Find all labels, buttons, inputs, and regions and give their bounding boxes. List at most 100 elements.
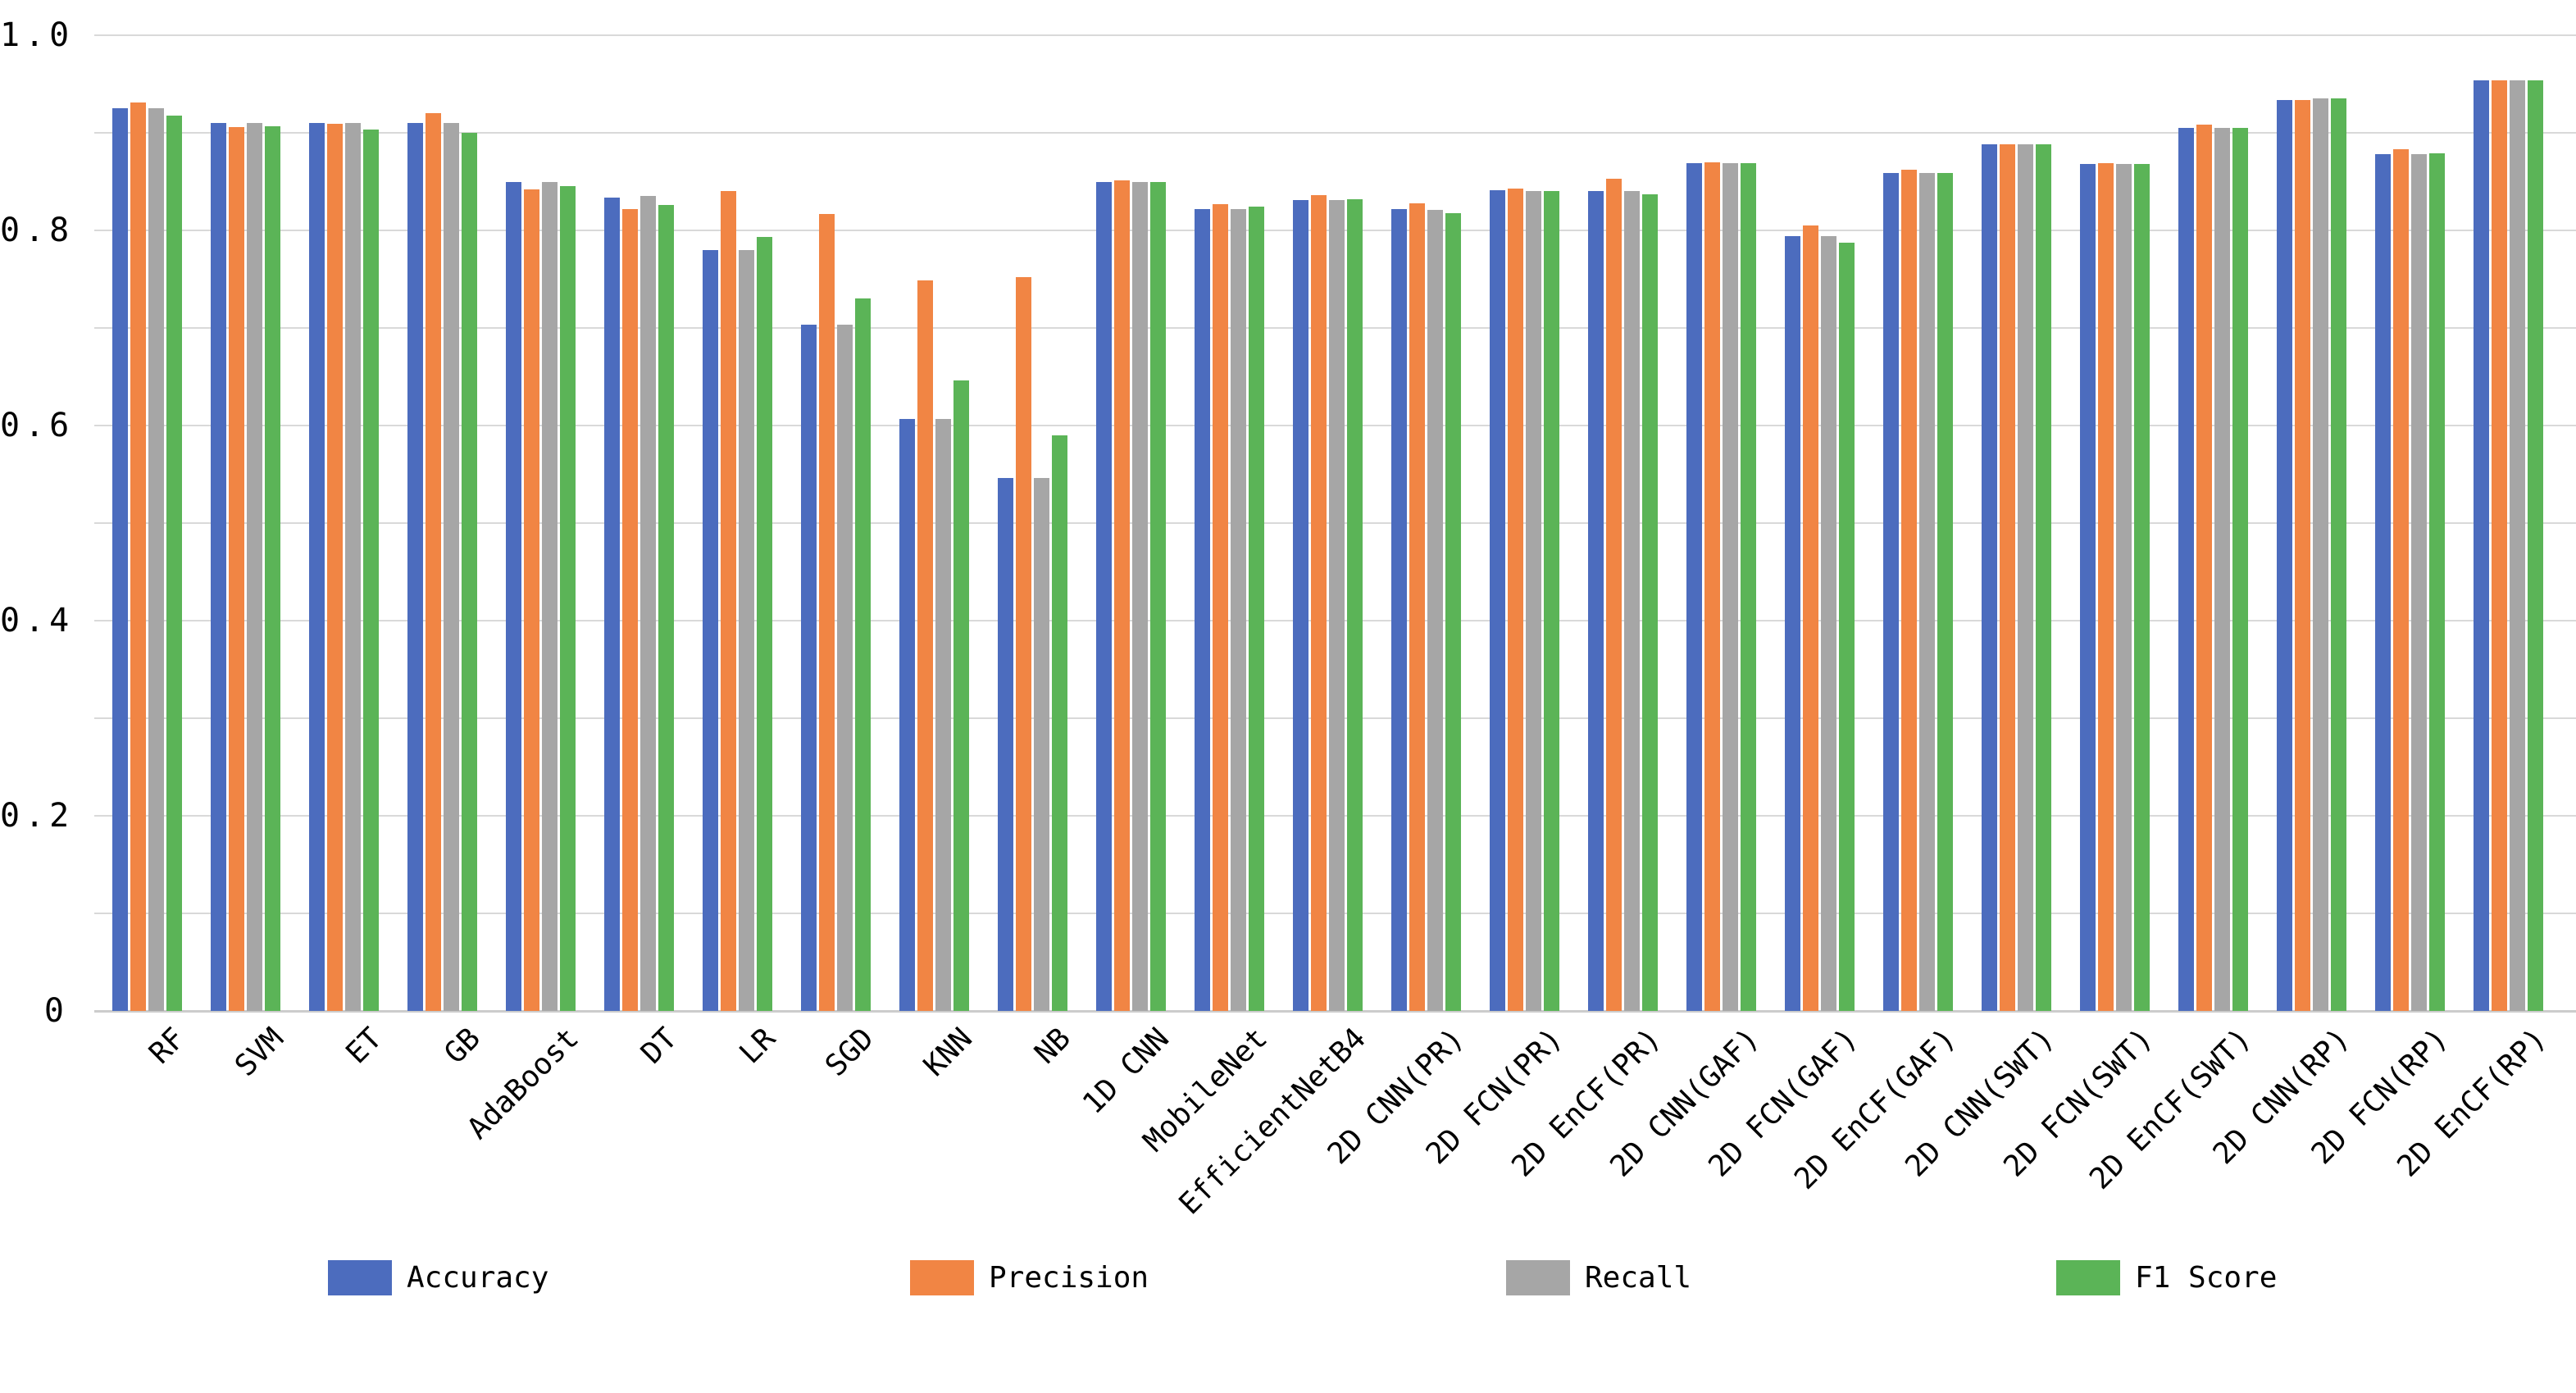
bar-accuracy	[1293, 200, 1308, 1011]
bar-precision	[1606, 178, 1622, 1011]
bar-f1-score	[1642, 193, 1658, 1011]
bar-accuracy	[1686, 162, 1702, 1011]
bar-accuracy	[309, 123, 325, 1011]
bar-precision	[622, 208, 638, 1011]
bar-recall	[247, 123, 262, 1011]
bar-accuracy	[1096, 181, 1112, 1011]
x-tick-label: 2D FCN(GAF)	[1702, 1022, 1865, 1184]
bar-f1-score	[2528, 80, 2543, 1011]
bar-recall	[542, 181, 558, 1011]
bar-f1-score	[2134, 164, 2150, 1011]
bar-recall	[640, 196, 656, 1011]
bar-f1-score	[363, 130, 379, 1011]
bar-precision	[2295, 99, 2310, 1011]
gridline	[94, 34, 2576, 36]
bar-precision	[2196, 125, 2212, 1011]
bar-accuracy	[2375, 154, 2391, 1011]
bar-recall	[1526, 191, 1541, 1011]
bar-precision	[819, 213, 835, 1011]
bar-recall	[739, 249, 754, 1011]
x-axis-line	[94, 1010, 2576, 1013]
bar-precision	[1704, 162, 1720, 1011]
legend-label: Precision	[989, 1260, 1149, 1295]
x-tick-label: MobileNet	[1137, 1022, 1275, 1159]
bar-recall	[1231, 208, 1246, 1011]
bar-f1-score	[1249, 207, 1264, 1011]
legend-swatch-icon	[1506, 1259, 1570, 1295]
x-tick-label: 2D CNN(GAF)	[1604, 1022, 1767, 1184]
legend-label: F1 Score	[2135, 1260, 2278, 1295]
x-tick-label: EfficientNetB4	[1172, 1022, 1373, 1222]
x-tick-label: SGD	[819, 1022, 881, 1083]
bar-precision	[1409, 203, 1425, 1011]
bar-accuracy	[2080, 164, 2096, 1011]
bar-accuracy	[1490, 190, 1505, 1011]
legend-swatch-icon	[2056, 1259, 2120, 1295]
y-tick-label: 0	[43, 992, 69, 1030]
bar-f1-score	[1445, 212, 1461, 1011]
bar-f1-score	[953, 380, 969, 1011]
bar-recall	[148, 108, 164, 1011]
bar-recall	[935, 418, 951, 1011]
bar-accuracy	[703, 249, 718, 1011]
bar-recall	[1034, 478, 1049, 1011]
bar-recall	[1624, 191, 1640, 1011]
bar-accuracy	[2178, 128, 2194, 1011]
bar-f1-score	[658, 205, 674, 1011]
legend-item-accuracy: Accuracy	[328, 1259, 548, 1296]
bar-precision	[2393, 149, 2409, 1011]
x-tick-label: GB	[438, 1022, 488, 1071]
x-tick-label: KNN	[917, 1022, 980, 1083]
bar-precision	[2098, 162, 2114, 1011]
bar-recall	[2510, 80, 2525, 1011]
x-tick-label: DT	[635, 1022, 685, 1071]
x-tick-label: NB	[1028, 1022, 1078, 1071]
bar-chart: 1.0 0.8 0.6 0.4 0.2 0 RF SVM ET GB AdaBoost DT LR SG…	[0, 17, 2576, 1296]
bar-recall	[444, 123, 459, 1011]
y-tick-label: 0.8	[0, 212, 75, 249]
bar-f1-score	[1937, 172, 1953, 1011]
bar-precision	[1114, 180, 1130, 1011]
bar-accuracy	[112, 108, 128, 1011]
bar-f1-score	[757, 237, 772, 1011]
bar-precision	[229, 126, 244, 1011]
x-tick-label: 1D CNN	[1076, 1022, 1176, 1121]
x-tick-label: LR	[733, 1022, 783, 1071]
x-tick-label: 2D FCN(SWT)	[1997, 1022, 2160, 1184]
bar-f1-score	[2429, 153, 2445, 1011]
bar-accuracy	[998, 478, 1013, 1011]
x-tick-label: 2D EnCF(RP)	[2391, 1022, 2554, 1184]
bar-precision	[721, 191, 736, 1011]
bar-f1-score	[462, 133, 477, 1011]
bar-recall	[2018, 144, 2033, 1011]
bar-f1-score	[1741, 162, 1756, 1011]
bar-recall	[2116, 164, 2132, 1011]
bar-f1-score	[1839, 243, 1855, 1011]
x-tick-label: 2D EnCF(SWT)	[2083, 1022, 2259, 1196]
bar-recall	[2313, 98, 2328, 1011]
bar-accuracy	[2474, 80, 2489, 1011]
bar-precision	[524, 189, 539, 1011]
legend-item-f1-score: F1 Score	[2056, 1259, 2277, 1296]
bar-accuracy	[1982, 144, 1997, 1011]
bar-accuracy	[1588, 191, 1604, 1011]
y-tick-label: 0.4	[0, 602, 75, 640]
bar-accuracy	[801, 325, 817, 1011]
x-tick-label: 2D FCN(PR)	[1419, 1022, 1570, 1172]
bar-accuracy	[899, 418, 915, 1011]
x-tick-label: ET	[339, 1022, 389, 1071]
bar-precision	[1213, 203, 1228, 1011]
bar-precision	[2000, 144, 2015, 1011]
bar-f1-score	[2036, 144, 2051, 1011]
x-tick-label: 2D CNN(SWT)	[1899, 1022, 2062, 1184]
bar-recall	[2214, 128, 2230, 1011]
bar-f1-score	[560, 186, 576, 1011]
bar-precision	[426, 113, 441, 1011]
bar-recall	[1723, 162, 1738, 1011]
legend-swatch-icon	[328, 1259, 392, 1295]
bar-accuracy	[1195, 208, 1210, 1011]
bar-recall	[345, 123, 361, 1011]
bar-precision	[1508, 188, 1523, 1011]
bar-f1-score	[1052, 435, 1067, 1011]
bar-f1-score	[2331, 98, 2346, 1011]
